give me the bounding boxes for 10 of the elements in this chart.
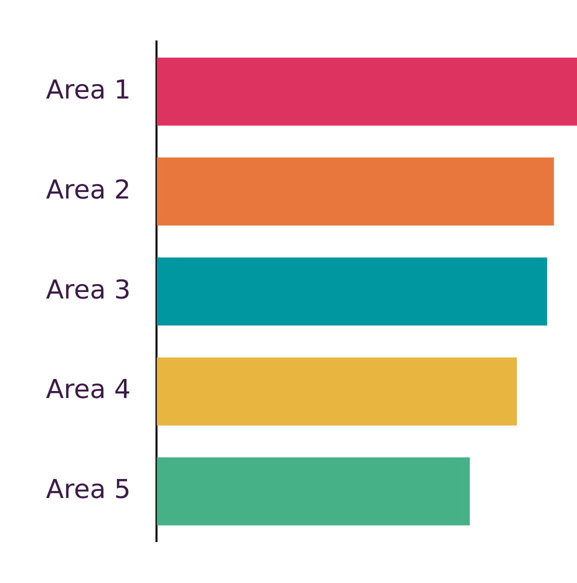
- y-tick-label: Area 2: [46, 175, 131, 206]
- bar: [156, 357, 517, 426]
- y-tick-label: Area 3: [46, 275, 131, 306]
- y-tick-label: Area 5: [46, 475, 131, 506]
- bar: [156, 158, 554, 226]
- y-tick-label: Area 1: [46, 75, 131, 106]
- bar: [156, 457, 470, 526]
- bar: [156, 58, 577, 126]
- bar: [156, 258, 548, 326]
- y-tick-label: Area 4: [46, 375, 131, 406]
